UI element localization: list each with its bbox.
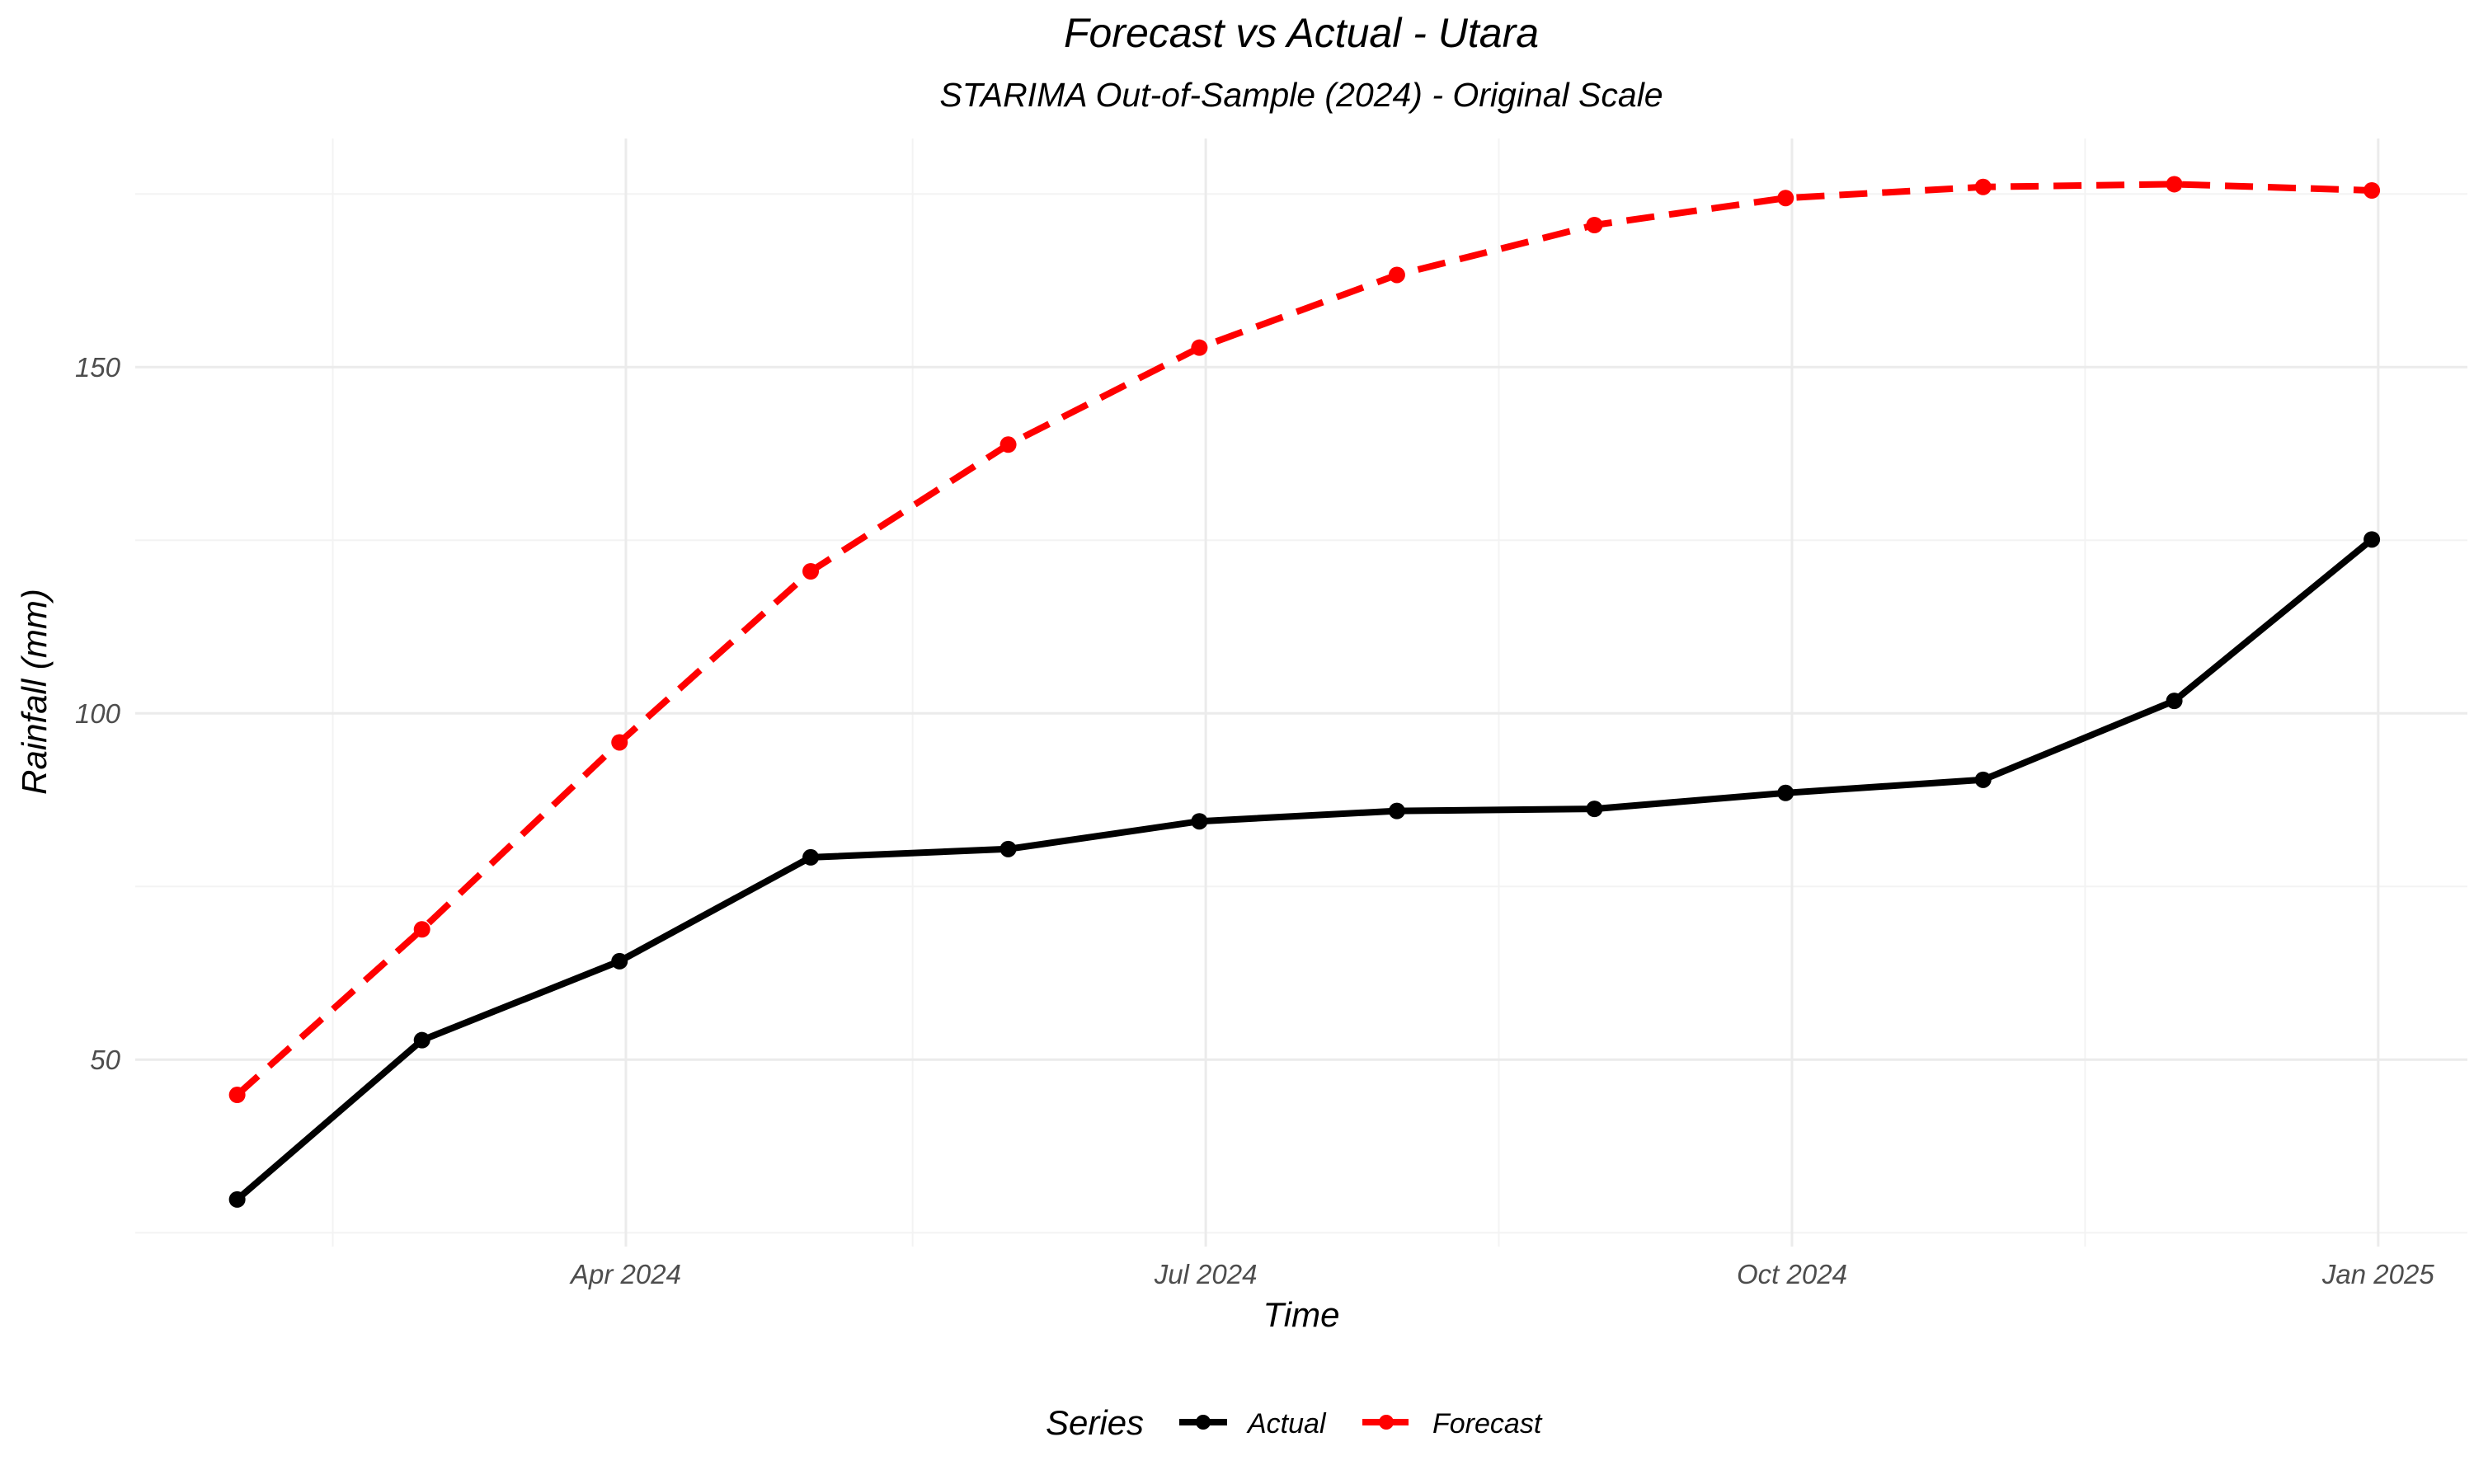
x-axis-title: Time xyxy=(1263,1295,1340,1334)
x-tick-label: Apr 2024 xyxy=(569,1259,681,1289)
x-tick-label: Oct 2024 xyxy=(1737,1259,1847,1289)
data-point-actual xyxy=(999,840,1017,857)
data-point-forecast xyxy=(999,436,1017,453)
data-point-forecast xyxy=(2166,176,2183,193)
legend: Series Actual Forecast xyxy=(1046,1403,1543,1442)
data-point-forecast xyxy=(1388,266,1405,284)
data-point-actual xyxy=(802,848,820,866)
data-point-actual xyxy=(2166,693,2183,710)
data-point-forecast xyxy=(2363,182,2381,199)
data-point-forecast xyxy=(1586,217,1603,233)
data-point-actual xyxy=(1777,784,1794,801)
series-layer xyxy=(228,176,2381,1208)
data-point-actual xyxy=(413,1031,430,1049)
legend-title: Series xyxy=(1046,1403,1144,1442)
y-tick-label: 100 xyxy=(75,698,121,729)
tick-labels: 50 100 150 Apr 2024 Jul 2024 Oct 2024 Jan 2025 xyxy=(75,352,2434,1289)
x-tick-label: Jul 2024 xyxy=(1154,1259,1258,1289)
data-point-actual xyxy=(1586,801,1603,818)
data-point-forecast xyxy=(228,1087,246,1104)
y-tick-label: 150 xyxy=(75,352,121,383)
minor-gridlines xyxy=(135,139,2467,1247)
data-point-forecast xyxy=(611,734,628,751)
data-point-actual xyxy=(2363,531,2381,548)
series-line-actual xyxy=(234,537,2374,1202)
y-axis-title: Rainfall (mm) xyxy=(15,589,54,795)
data-point-actual xyxy=(1974,771,1992,788)
data-point-actual xyxy=(228,1190,246,1208)
legend-item-forecast: Forecast xyxy=(1362,1408,1543,1439)
chart-title: Forecast vs Actual - Utara xyxy=(1064,10,1539,56)
legend-key-point-actual xyxy=(1196,1415,1211,1430)
data-point-actual xyxy=(1388,802,1405,819)
legend-label-actual: Actual xyxy=(1246,1408,1327,1439)
data-point-actual xyxy=(1191,813,1208,830)
legend-label-forecast: Forecast xyxy=(1432,1408,1543,1439)
data-point-forecast xyxy=(1974,178,1992,195)
major-gridlines xyxy=(135,139,2467,1247)
data-point-forecast xyxy=(1777,190,1794,207)
legend-key-point-forecast xyxy=(1379,1415,1394,1430)
series-line-forecast xyxy=(234,181,2373,1097)
y-tick-label: 50 xyxy=(90,1045,120,1075)
data-point-forecast xyxy=(413,921,430,938)
data-point-forecast xyxy=(802,563,820,580)
data-point-actual xyxy=(611,952,628,970)
data-point-forecast xyxy=(1191,339,1208,356)
legend-item-actual: Actual xyxy=(1179,1408,1327,1439)
x-tick-label: Jan 2025 xyxy=(2321,1259,2434,1289)
chart-subtitle: STARIMA Out-of-Sample (2024) - Original … xyxy=(939,76,1663,114)
